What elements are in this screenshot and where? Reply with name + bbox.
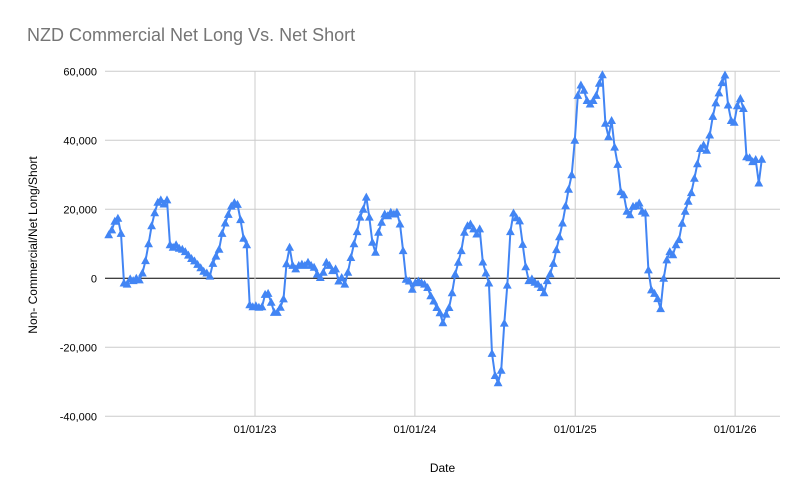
x-tick-label: 01/01/24 [393, 424, 436, 436]
chart-title: NZD Commercial Net Long Vs. Net Short [27, 25, 356, 45]
y-tick-label: 0 [91, 273, 97, 285]
x-tick-label: 01/01/23 [234, 424, 277, 436]
series-line [107, 73, 763, 384]
x-tick-label: 01/01/25 [554, 424, 597, 436]
x-axis-title: Date [429, 461, 456, 475]
y-tick-label: 60,000 [63, 66, 97, 78]
data-point-markers [104, 70, 767, 387]
y-tick-label: -20,000 [60, 342, 97, 354]
y-tick-label: 20,000 [63, 204, 97, 216]
x-tick-label: 01/01/26 [714, 424, 757, 436]
y-tick-label: -40,000 [60, 411, 97, 423]
y-tick-label: 40,000 [63, 135, 97, 147]
